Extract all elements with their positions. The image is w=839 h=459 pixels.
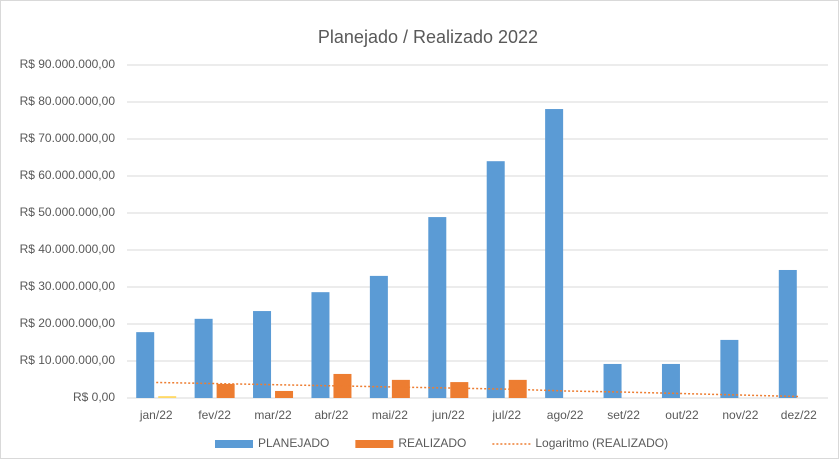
bar xyxy=(333,373,352,398)
y-tick-label: R$ 10.000.000,00 xyxy=(20,353,116,367)
bar xyxy=(194,318,213,398)
bar xyxy=(661,363,680,398)
x-tick-label: jun/22 xyxy=(431,408,465,422)
chart-title: Planejado / Realizado 2022 xyxy=(318,27,538,47)
y-tick-label: R$ 70.000.000,00 xyxy=(20,131,116,145)
x-tick-label: out/22 xyxy=(665,408,699,422)
legend-swatch xyxy=(215,440,253,448)
bar xyxy=(450,382,469,398)
bar xyxy=(158,396,177,398)
bar xyxy=(216,383,235,398)
trendline xyxy=(156,381,799,398)
x-tick-label: ago/22 xyxy=(547,408,584,422)
bar xyxy=(486,161,505,398)
bar xyxy=(545,109,564,398)
y-tick-label: R$ 30.000.000,00 xyxy=(20,279,116,293)
legend-label: REALIZADO xyxy=(398,436,466,450)
bar xyxy=(391,379,410,398)
legend-swatch xyxy=(355,440,394,448)
bar xyxy=(428,217,447,398)
y-tick-label: R$ 60.000.000,00 xyxy=(20,168,116,182)
bar xyxy=(253,311,272,398)
y-tick-label: R$ 90.000.000,00 xyxy=(20,57,116,71)
bar xyxy=(603,363,622,398)
bar xyxy=(778,269,797,398)
x-tick-label: nov/22 xyxy=(722,408,758,422)
x-tick-label: fev/22 xyxy=(198,408,231,422)
legend-label: PLANEJADO xyxy=(258,436,329,450)
bar xyxy=(275,390,294,398)
y-tick-label: R$ 50.000.000,00 xyxy=(20,205,116,219)
y-tick-label: R$ 20.000.000,00 xyxy=(20,316,116,330)
bar xyxy=(720,339,739,398)
x-tick-label: jul/22 xyxy=(491,408,521,422)
bar xyxy=(311,292,330,398)
x-tick-label: abr/22 xyxy=(314,408,348,422)
y-tick-label: R$ 0,00 xyxy=(73,390,115,404)
bar xyxy=(136,332,155,398)
bar xyxy=(369,275,388,398)
x-tick-label: set/22 xyxy=(607,408,640,422)
legend-label: Logaritmo (REALIZADO) xyxy=(535,436,668,450)
y-tick-label: R$ 40.000.000,00 xyxy=(20,242,116,256)
x-tick-label: mar/22 xyxy=(254,408,292,422)
x-tick-label: mai/22 xyxy=(372,408,408,422)
x-tick-label: dez/22 xyxy=(781,408,817,422)
y-tick-label: R$ 80.000.000,00 xyxy=(20,94,116,108)
x-tick-label: jan/22 xyxy=(139,408,173,422)
